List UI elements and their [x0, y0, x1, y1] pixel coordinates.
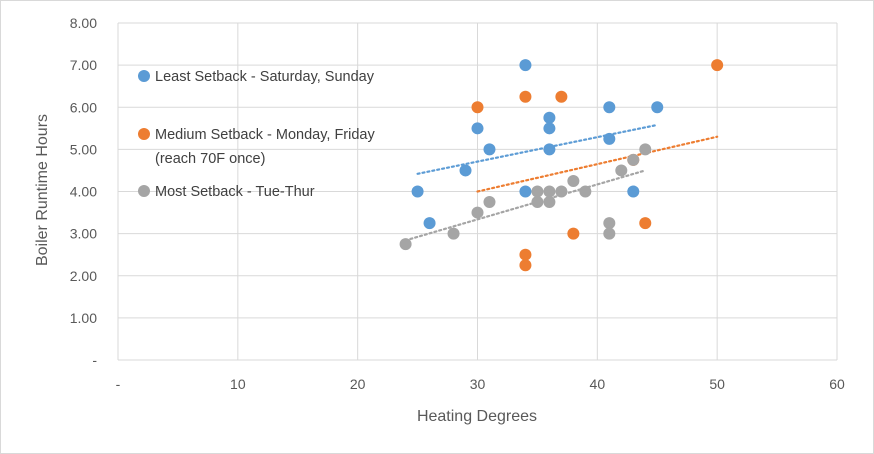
trendlines	[404, 123, 719, 242]
legend-label-series-2: Medium Setback - Monday, Friday	[155, 127, 375, 143]
y-tick-label: 5.00	[70, 141, 97, 157]
y-tick-label: 2.00	[70, 268, 97, 284]
data-point-series-1	[627, 185, 640, 198]
y-tick-label: 4.00	[70, 184, 97, 200]
data-point-series-3	[543, 196, 556, 209]
x-tick-label: 30	[470, 376, 486, 392]
y-axis-ticks: - 1.00 2.00 3.00 4.00 5.00 6.00 7.00 8.00	[70, 15, 98, 368]
legend-label-series-1: Least Setback - Saturday, Sunday	[155, 69, 375, 85]
data-point-series-1	[519, 185, 532, 198]
data-point-series-2	[471, 101, 484, 114]
data-point-series-3	[543, 185, 556, 198]
data-point-series-1	[519, 59, 532, 72]
trendline-series-2	[476, 135, 719, 193]
data-point-series-3	[639, 143, 652, 156]
data-points	[399, 59, 724, 272]
trendline-series-3	[404, 169, 647, 242]
data-point-series-2	[567, 227, 580, 240]
data-point-series-1	[603, 132, 616, 145]
data-point-series-2	[519, 248, 532, 261]
data-point-series-1	[651, 101, 664, 114]
x-axis-ticks: - 10 20 30 40 50 60	[116, 376, 845, 392]
data-point-series-3	[627, 153, 640, 166]
x-axis-title: Heating Degrees	[417, 408, 537, 425]
data-point-series-1	[483, 143, 496, 156]
data-point-series-3	[531, 185, 544, 198]
gridlines	[117, 22, 838, 361]
data-point-series-1	[423, 217, 436, 230]
data-point-series-3	[615, 164, 628, 177]
data-point-series-1	[471, 122, 484, 135]
data-point-series-3	[603, 227, 616, 240]
data-point-series-3	[579, 185, 592, 198]
data-point-series-2	[519, 90, 532, 103]
x-tick-label: 20	[350, 376, 366, 392]
y-axis-title: Boiler Runtime Hours	[34, 114, 51, 266]
data-point-series-3	[447, 227, 460, 240]
legend-marker-series-2	[138, 128, 150, 140]
data-point-series-2	[555, 90, 568, 103]
x-tick-label: -	[116, 376, 121, 392]
x-tick-label: 60	[829, 376, 845, 392]
trendline-series-1	[416, 123, 659, 175]
data-point-series-2	[711, 59, 724, 72]
legend-marker-series-3	[138, 185, 150, 197]
data-point-series-3	[603, 217, 616, 230]
y-tick-label: 8.00	[70, 15, 97, 31]
data-point-series-1	[543, 111, 556, 124]
y-tick-label: 6.00	[70, 99, 97, 115]
legend-label-series-3: Most Setback - Tue-Thur	[155, 184, 315, 200]
x-tick-label: 10	[230, 376, 246, 392]
data-point-series-3	[567, 174, 580, 187]
data-point-series-3	[483, 196, 496, 209]
legend-label-series-2-line2: (reach 70F once)	[155, 151, 265, 167]
data-point-series-3	[399, 238, 412, 251]
data-point-series-1	[543, 122, 556, 135]
data-point-series-1	[459, 164, 472, 177]
data-point-series-3	[531, 196, 544, 209]
data-point-series-1	[543, 143, 556, 156]
data-point-series-1	[603, 101, 616, 114]
y-tick-label: 3.00	[70, 226, 97, 242]
data-point-series-1	[411, 185, 424, 198]
x-tick-label: 50	[709, 376, 725, 392]
data-point-series-2	[519, 259, 532, 272]
data-point-series-3	[555, 185, 568, 198]
y-tick-label: 1.00	[70, 310, 97, 326]
data-point-series-2	[639, 217, 652, 230]
legend: Least Setback - Saturday, Sunday Medium S…	[138, 69, 375, 200]
legend-marker-series-1	[138, 70, 150, 82]
y-tick-label: -	[92, 352, 97, 368]
y-tick-label: 7.00	[70, 57, 97, 73]
x-tick-label: 40	[590, 376, 606, 392]
data-point-series-3	[471, 206, 484, 219]
